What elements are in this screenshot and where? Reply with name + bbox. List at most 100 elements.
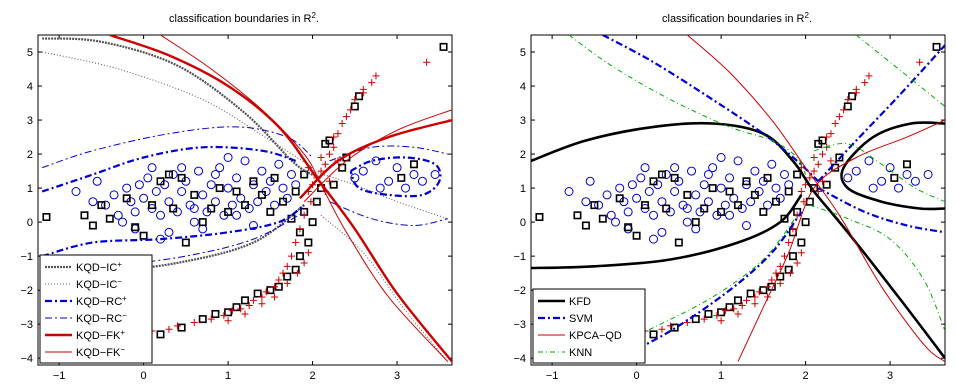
- class-point-circle: [92, 176, 102, 186]
- class-point-square: [793, 170, 802, 179]
- class-point-square: [784, 187, 793, 196]
- class-point-plus: [279, 269, 287, 277]
- class-point-plus: [334, 130, 342, 138]
- class-point-circle: [177, 186, 187, 196]
- class-point-plus: [810, 167, 818, 175]
- class-point-circle: [147, 163, 157, 173]
- y-tick-label: −3: [513, 319, 526, 331]
- boundary-fk-minus: [303, 109, 452, 203]
- legend-box: [39, 254, 153, 364]
- class-point-circle: [274, 159, 284, 169]
- boundary-rc-plus: [349, 156, 442, 198]
- y-tick-label: −4: [20, 353, 33, 365]
- class-point-plus: [321, 160, 329, 168]
- class-point-square: [890, 173, 899, 182]
- class-point-square: [818, 136, 827, 145]
- class-point-circle: [725, 173, 735, 183]
- x-tick-label: 1: [718, 370, 724, 382]
- class-point-plus: [764, 283, 772, 291]
- class-point-circle: [602, 190, 612, 200]
- y-tick-label: 5: [27, 47, 33, 59]
- class-point-circle: [725, 210, 735, 220]
- class-point-square: [283, 272, 292, 281]
- class-point-square: [253, 289, 262, 298]
- class-point-circle: [632, 193, 642, 203]
- class-point-circle: [716, 152, 726, 162]
- y-tick-label: 1: [27, 183, 33, 195]
- class-point-plus: [423, 58, 431, 66]
- legend-label: KQD−RC−: [76, 311, 127, 325]
- class-point-plus: [325, 150, 333, 158]
- class-point-square: [177, 323, 186, 332]
- class-point-circle: [851, 166, 861, 176]
- class-point-circle: [691, 190, 701, 200]
- class-point-square: [759, 207, 768, 216]
- class-point-circle: [164, 227, 174, 237]
- x-tick-label: 0: [141, 370, 147, 382]
- class-point-square: [797, 238, 806, 247]
- class-point-circle: [286, 169, 296, 179]
- class-point-circle: [248, 221, 258, 231]
- class-point-square: [224, 207, 233, 216]
- class-point-square: [156, 330, 165, 339]
- class-point-plus: [768, 276, 776, 284]
- class-point-plus: [300, 259, 308, 267]
- class-point-circle: [253, 197, 263, 207]
- class-point-circle: [139, 193, 149, 203]
- class-point-plus: [797, 249, 805, 257]
- boundary-kfd: [840, 121, 945, 211]
- class-point-circle: [733, 156, 743, 166]
- y-tick-label: 0: [27, 217, 33, 229]
- class-point-circle: [223, 152, 233, 162]
- class-point-plus: [368, 79, 376, 87]
- class-point-plus: [258, 300, 266, 308]
- class-point-square: [750, 190, 759, 199]
- x-tick-label: −1: [53, 370, 66, 382]
- class-point-circle: [864, 156, 874, 166]
- legend-label: KQD−IC−: [76, 277, 122, 291]
- boundary-fk-plus: [109, 35, 452, 363]
- class-point-plus: [241, 310, 249, 318]
- class-point-square: [763, 173, 772, 182]
- class-point-plus: [262, 288, 270, 296]
- x-tick-label: 3: [394, 370, 400, 382]
- class-point-square: [624, 223, 633, 232]
- class-point-square: [691, 218, 700, 227]
- y-tick-label: −2: [513, 285, 526, 297]
- class-point-circle: [122, 183, 132, 193]
- class-point-plus: [228, 307, 236, 315]
- class-point-circle: [615, 183, 625, 193]
- class-point-square: [190, 190, 199, 199]
- class-point-circle: [657, 197, 667, 207]
- class-point-square: [42, 213, 51, 222]
- class-point-plus: [742, 296, 750, 304]
- class-point-plus: [359, 89, 367, 97]
- class-point-square: [615, 194, 624, 203]
- class-point-circle: [708, 163, 718, 173]
- class-point-plus: [342, 113, 350, 121]
- class-point-circle: [113, 210, 123, 220]
- class-point-square: [122, 194, 131, 203]
- class-point-plus: [173, 322, 181, 330]
- boundary-svm: [817, 187, 945, 234]
- class-point-square: [590, 201, 599, 210]
- class-point-square: [266, 207, 275, 216]
- class-point-plus: [207, 315, 215, 323]
- class-point-circle: [278, 183, 288, 193]
- class-point-square: [835, 153, 844, 162]
- class-point-circle: [151, 186, 161, 196]
- class-point-circle: [670, 186, 680, 196]
- class-point-circle: [198, 190, 208, 200]
- class-point-circle: [409, 169, 419, 179]
- class-point-plus: [734, 310, 742, 318]
- class-point-square: [717, 308, 726, 317]
- class-point-circle: [767, 159, 777, 169]
- boundary-rc-minus: [42, 126, 313, 169]
- boundary-knn: [813, 142, 945, 203]
- class-point-circle: [164, 197, 174, 207]
- class-point-square: [304, 238, 313, 247]
- class-point-square: [708, 184, 717, 193]
- class-point-circle: [371, 156, 381, 166]
- class-point-plus: [317, 153, 325, 161]
